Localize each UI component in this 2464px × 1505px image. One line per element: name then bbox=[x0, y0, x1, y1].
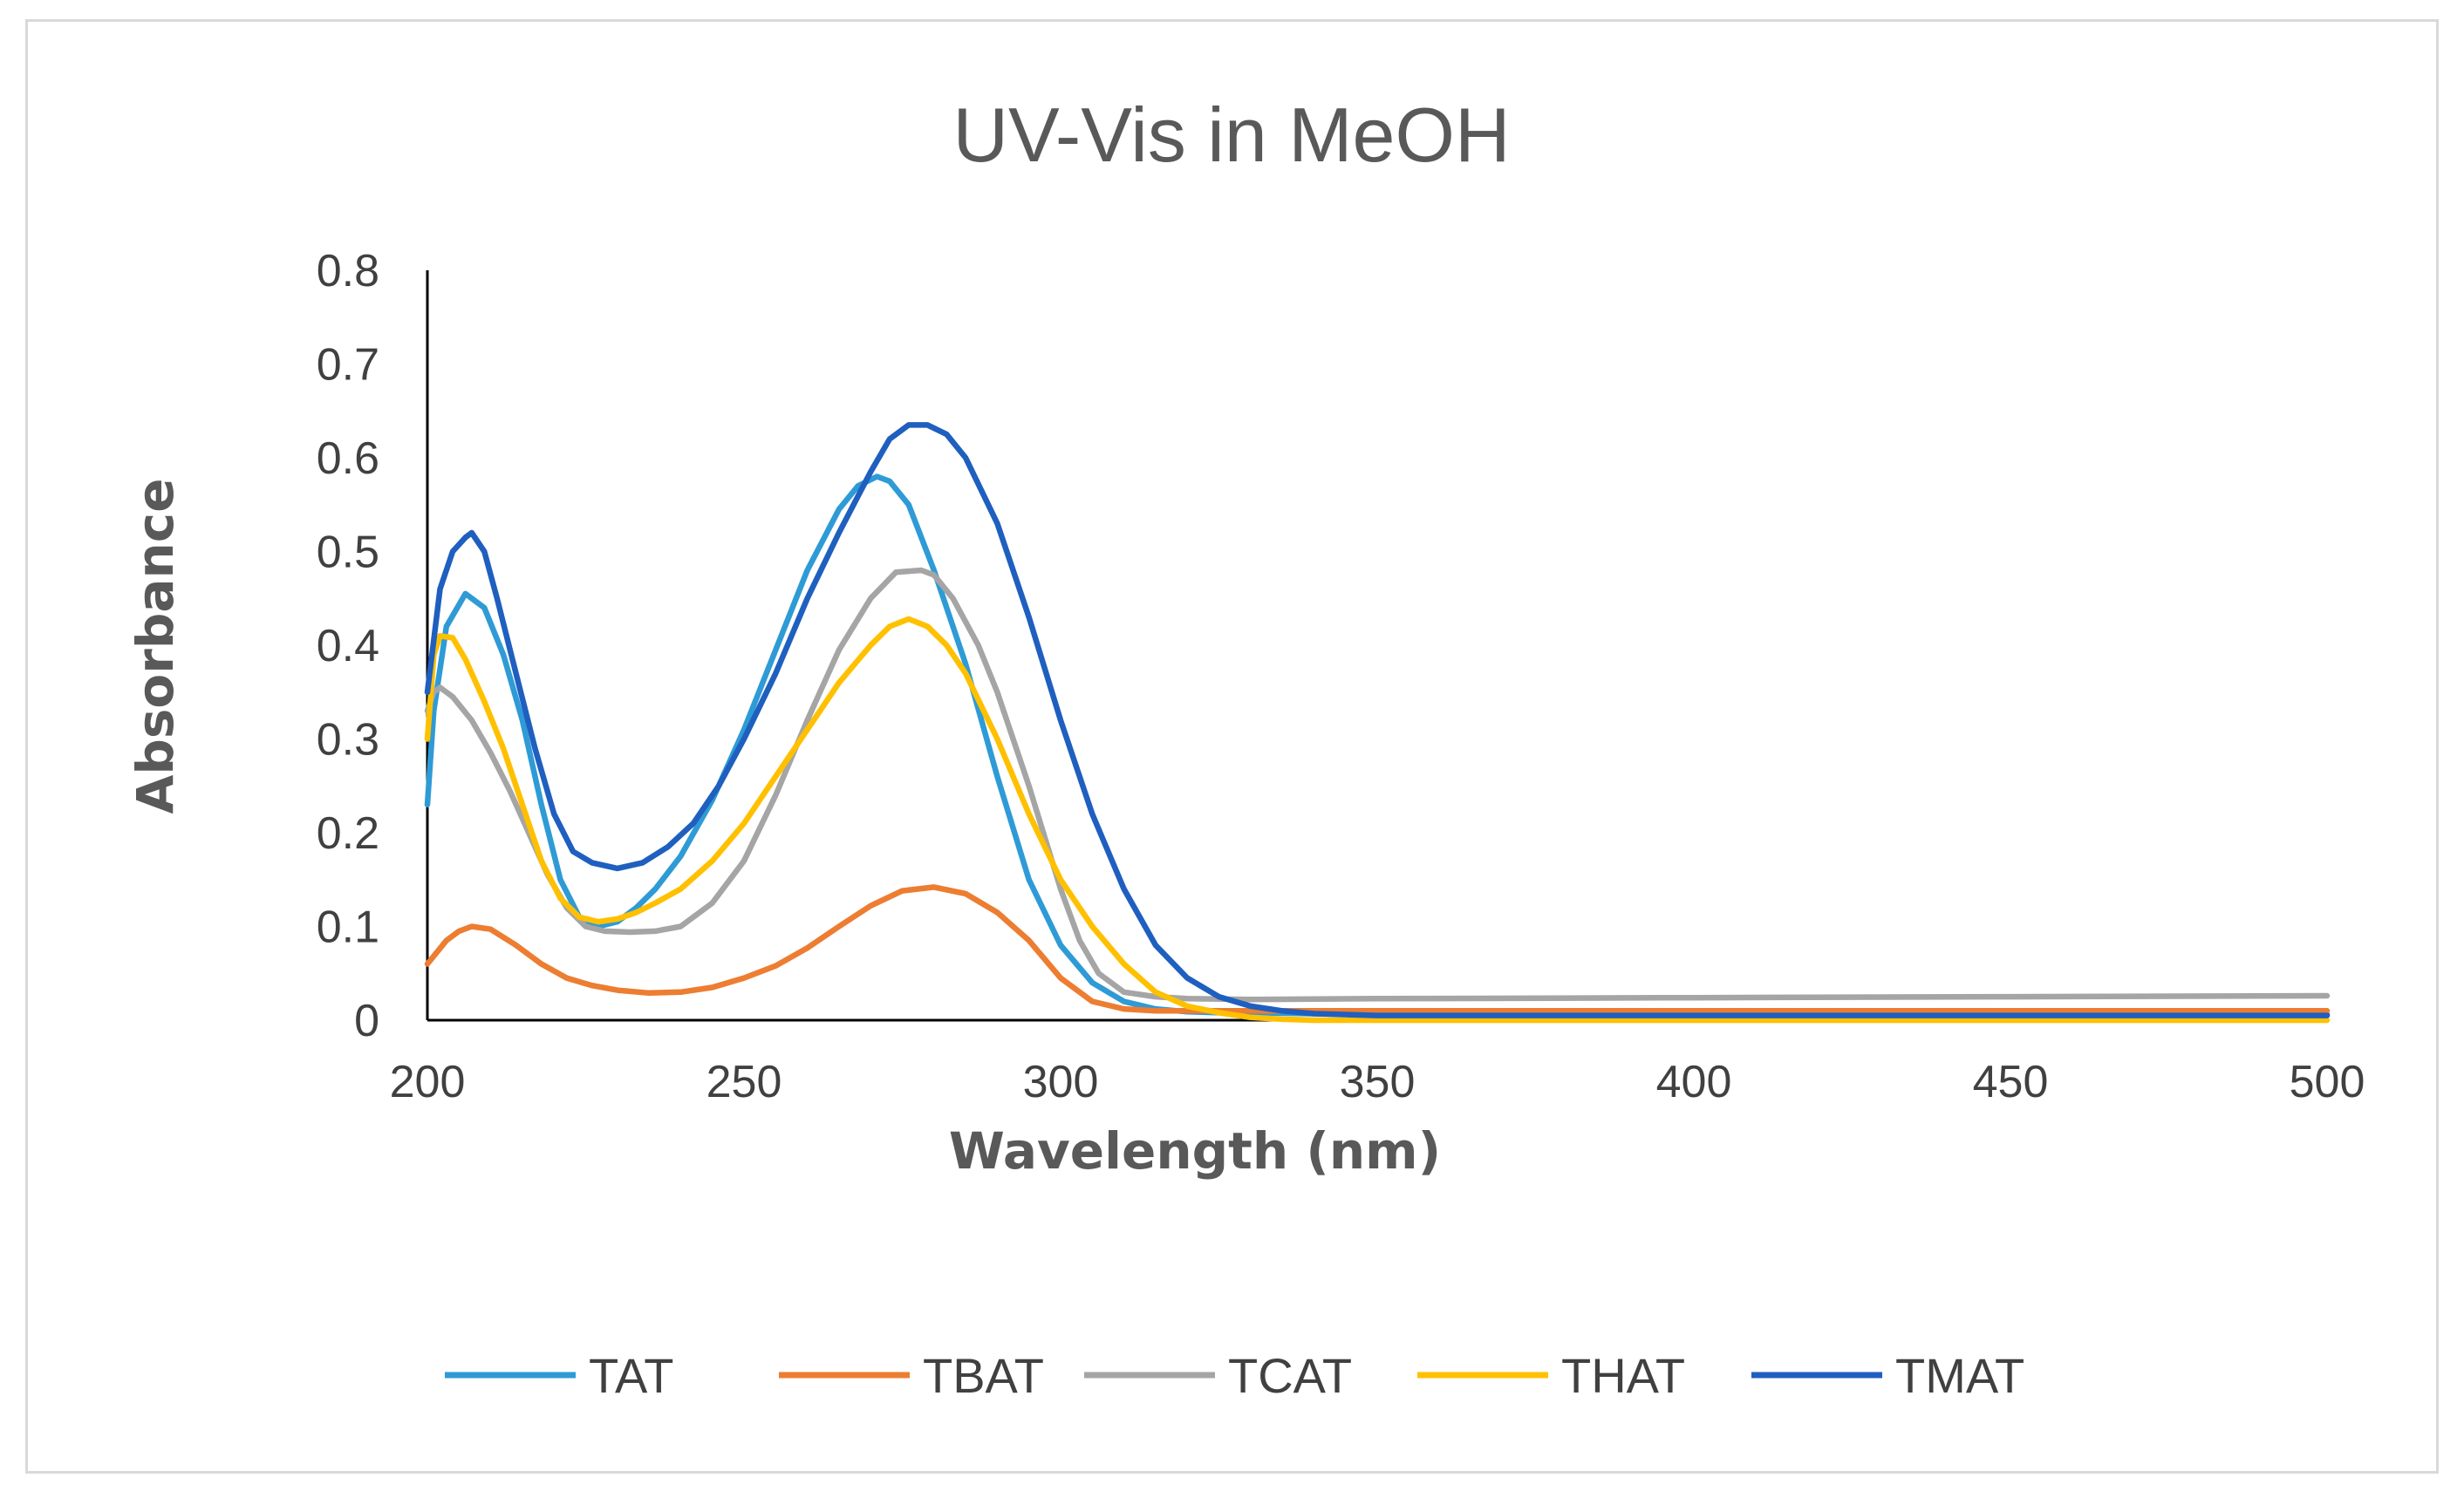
chart-title: UV-Vis in MeOH bbox=[953, 92, 1511, 178]
x-axis-label: Wavelength (nm) bbox=[949, 1121, 1441, 1181]
legend-label-tmat: TMAT bbox=[1895, 1348, 2024, 1403]
x-tick-label: 450 bbox=[1973, 1057, 2049, 1107]
series-line-tcat bbox=[424, 567, 2331, 1003]
y-tick-label: 0.7 bbox=[317, 340, 379, 391]
x-tick-label: 500 bbox=[2290, 1057, 2365, 1107]
x-tick-label: 200 bbox=[390, 1057, 466, 1107]
x-tick-label: 300 bbox=[1023, 1057, 1099, 1107]
y-tick-label: 0.4 bbox=[317, 621, 379, 671]
x-tick-label: 350 bbox=[1340, 1057, 1416, 1107]
plot-area bbox=[424, 422, 2331, 1024]
y-tick-label: 0.2 bbox=[317, 808, 379, 859]
y-tick-label: 0.5 bbox=[317, 528, 379, 578]
legend-label-that: THAT bbox=[1561, 1348, 1685, 1403]
y-tick-label: 0.3 bbox=[317, 715, 379, 766]
series-line-tbat bbox=[424, 884, 2331, 1014]
x-tick-label: 400 bbox=[1656, 1057, 1732, 1107]
y-axis-label: Absorbance bbox=[126, 478, 185, 814]
y-tick-label: 0.1 bbox=[317, 902, 379, 953]
legend-label-tcat: TCAT bbox=[1228, 1348, 1352, 1403]
y-tick-label: 0 bbox=[354, 996, 379, 1046]
series-line-tmat bbox=[424, 422, 2331, 1018]
legend-label-tbat: TBAT bbox=[923, 1348, 1044, 1403]
legend-label-tat: TAT bbox=[589, 1348, 673, 1403]
series-line-that bbox=[424, 616, 2331, 1024]
series-line-tat bbox=[424, 473, 2331, 1018]
y-tick-label: 0.8 bbox=[317, 246, 379, 296]
legend: TAT TBAT TCAT THAT TMAT bbox=[445, 1348, 2024, 1403]
axes: 0 0.1 0.2 0.3 0.4 0.5 0.6 0.7 0.8 200 250 300 350 400… bbox=[317, 246, 2365, 1107]
x-tick-label: 250 bbox=[706, 1057, 782, 1107]
y-tick-label: 0.6 bbox=[317, 433, 379, 484]
